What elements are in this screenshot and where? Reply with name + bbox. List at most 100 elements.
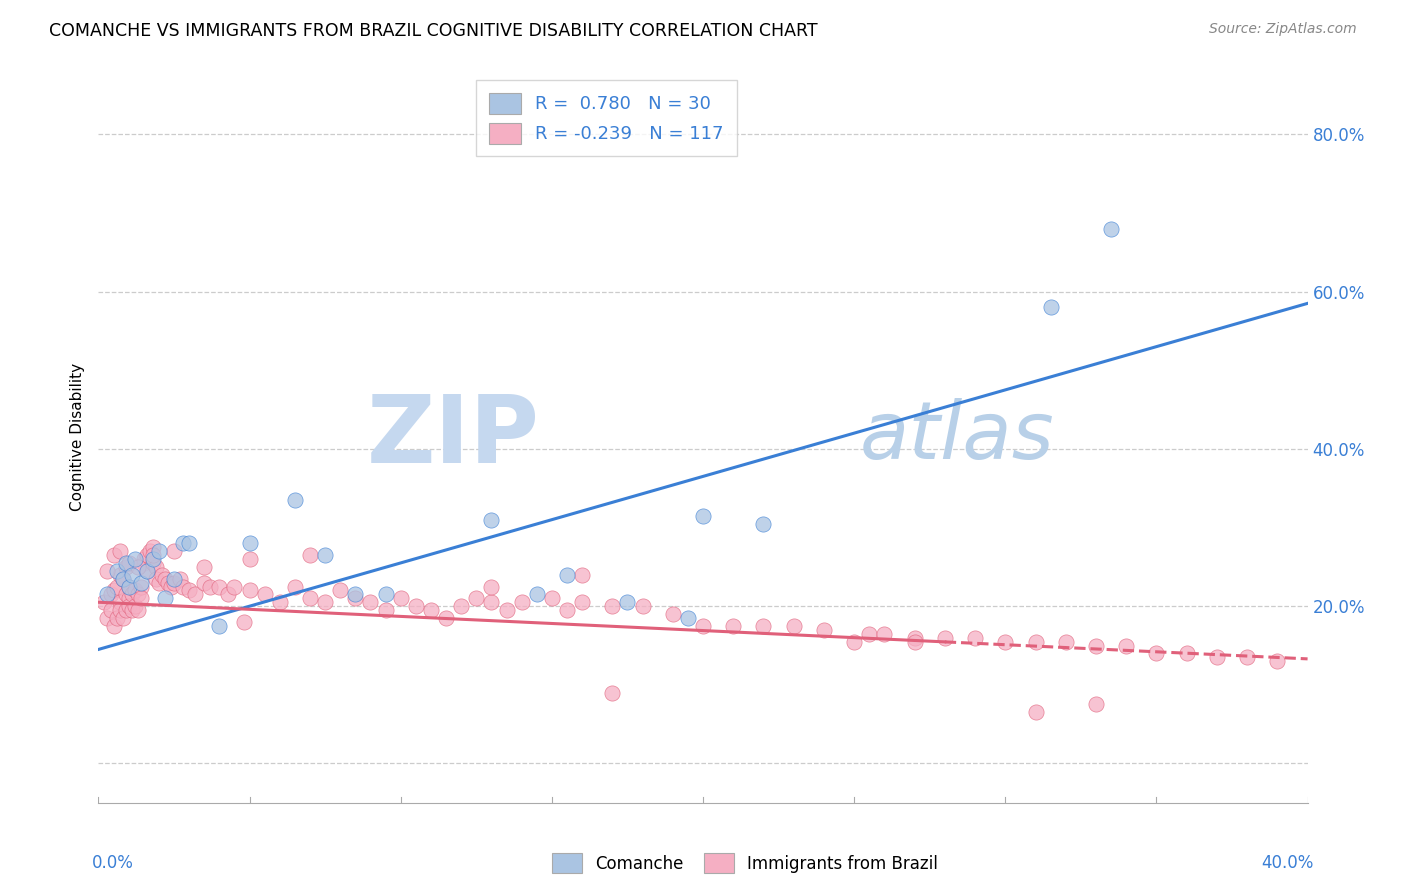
Point: [142, 548, 165, 562]
Text: 40.0%: 40.0%: [1261, 854, 1313, 872]
Point: [374, 587, 396, 601]
Point: [752, 516, 775, 531]
Point: [616, 595, 638, 609]
Point: [105, 611, 128, 625]
Point: [129, 580, 152, 594]
Point: [555, 603, 578, 617]
Point: [142, 540, 165, 554]
Point: [692, 508, 714, 523]
Point: [108, 603, 131, 617]
Point: [127, 603, 149, 617]
Point: [631, 599, 654, 614]
Point: [555, 567, 578, 582]
Point: [904, 631, 927, 645]
Point: [692, 619, 714, 633]
Text: ZIP: ZIP: [367, 391, 540, 483]
Point: [239, 536, 262, 550]
Point: [284, 493, 307, 508]
Point: [208, 619, 231, 633]
Point: [239, 552, 262, 566]
Legend: Comanche, Immigrants from Brazil: Comanche, Immigrants from Brazil: [546, 847, 945, 880]
Point: [105, 564, 128, 578]
Point: [239, 583, 262, 598]
Point: [481, 595, 503, 609]
Point: [179, 536, 201, 550]
Point: [208, 580, 231, 594]
Point: [217, 587, 239, 601]
Point: [465, 591, 488, 606]
Point: [193, 575, 215, 590]
Point: [142, 552, 165, 566]
Point: [994, 634, 1017, 648]
Point: [111, 572, 134, 586]
Point: [1099, 221, 1122, 235]
Point: [344, 587, 367, 601]
Point: [150, 567, 173, 582]
Point: [103, 548, 125, 562]
Point: [163, 572, 186, 586]
Point: [96, 611, 118, 625]
Point: [184, 587, 207, 601]
Point: [111, 572, 134, 586]
Point: [420, 603, 443, 617]
Point: [172, 580, 194, 594]
Point: [135, 564, 157, 578]
Point: [965, 631, 987, 645]
Point: [108, 595, 131, 609]
Point: [127, 587, 149, 601]
Point: [145, 572, 167, 586]
Point: [193, 559, 215, 574]
Point: [153, 591, 176, 606]
Point: [142, 556, 165, 570]
Point: [129, 575, 152, 590]
Point: [934, 631, 956, 645]
Point: [135, 548, 157, 562]
Point: [374, 603, 396, 617]
Point: [571, 595, 593, 609]
Point: [156, 575, 179, 590]
Point: [1024, 634, 1046, 648]
Point: [121, 587, 143, 601]
Point: [118, 599, 141, 614]
Point: [510, 595, 533, 609]
Point: [114, 559, 136, 574]
Point: [1267, 654, 1289, 668]
Point: [103, 619, 125, 633]
Point: [108, 544, 131, 558]
Point: [163, 544, 186, 558]
Point: [299, 591, 322, 606]
Point: [153, 572, 176, 586]
Point: [434, 611, 457, 625]
Point: [1054, 634, 1077, 648]
Point: [169, 572, 191, 586]
Point: [163, 575, 186, 590]
Point: [139, 544, 162, 558]
Point: [1175, 646, 1198, 660]
Point: [540, 591, 562, 606]
Point: [481, 580, 503, 594]
Point: [314, 548, 336, 562]
Point: [129, 591, 152, 606]
Point: [124, 599, 146, 614]
Point: [93, 595, 115, 609]
Point: [661, 607, 683, 621]
Point: [124, 583, 146, 598]
Point: [904, 634, 927, 648]
Point: [813, 623, 835, 637]
Point: [858, 626, 880, 640]
Point: [121, 603, 143, 617]
Point: [232, 615, 254, 629]
Point: [148, 544, 170, 558]
Point: [314, 595, 336, 609]
Legend: R =  0.780   N = 30, R = -0.239   N = 117: R = 0.780 N = 30, R = -0.239 N = 117: [475, 80, 737, 156]
Point: [100, 603, 122, 617]
Point: [571, 567, 593, 582]
Point: [676, 611, 699, 625]
Point: [1085, 639, 1108, 653]
Point: [105, 580, 128, 594]
Point: [96, 587, 118, 601]
Point: [224, 580, 246, 594]
Point: [111, 611, 134, 625]
Point: [103, 583, 125, 598]
Point: [783, 619, 806, 633]
